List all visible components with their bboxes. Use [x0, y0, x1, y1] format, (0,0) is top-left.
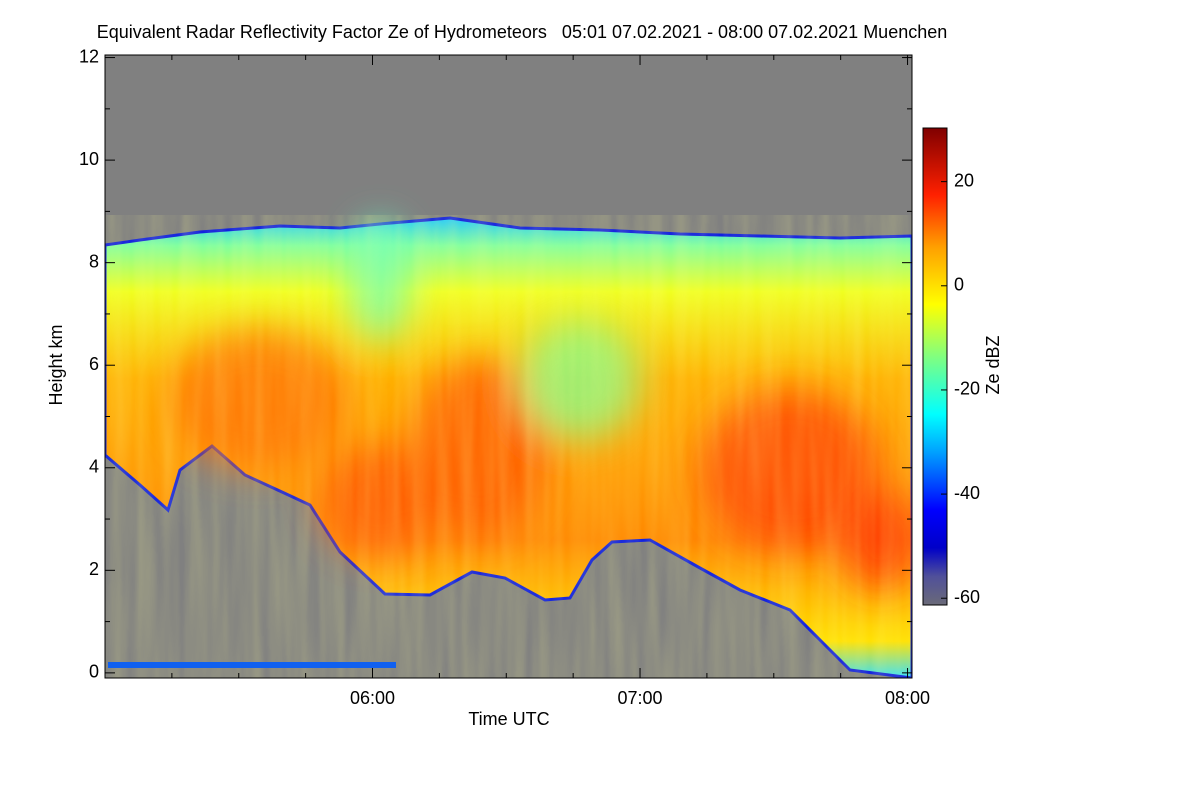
colorbar-label: Ze dBZ [983, 335, 1003, 394]
colorbar-tick-label: -40 [954, 483, 980, 503]
chart-title: Equivalent Radar Reflectivity Factor Ze … [97, 22, 948, 42]
colorbar [922, 127, 948, 606]
colorbar-tick-label: 20 [954, 170, 974, 190]
y-axis-label: Height km [46, 324, 66, 405]
y-tick-label: 2 [89, 559, 99, 579]
colorbar-tick-label: -60 [954, 587, 980, 607]
y-tick-label: 0 [89, 662, 99, 682]
plot-frame [104, 54, 913, 679]
x-axis-label: Time UTC [468, 709, 549, 729]
ground-clutter [108, 662, 396, 668]
x-tick-label: 06:00 [350, 688, 395, 708]
x-tick-label: 08:00 [885, 688, 930, 708]
y-tick-label: 10 [79, 149, 99, 169]
x-tick-label: 07:00 [618, 688, 663, 708]
y-tick-label: 12 [79, 46, 99, 66]
y-tick-label: 6 [89, 354, 99, 374]
echo-texture [105, 215, 912, 678]
y-tick-label: 8 [89, 251, 99, 271]
colorbar-tick-label: 0 [954, 275, 964, 295]
colorbar-tick-label: -20 [954, 379, 980, 399]
radar-field [105, 215, 912, 678]
y-tick-label: 4 [89, 457, 99, 477]
